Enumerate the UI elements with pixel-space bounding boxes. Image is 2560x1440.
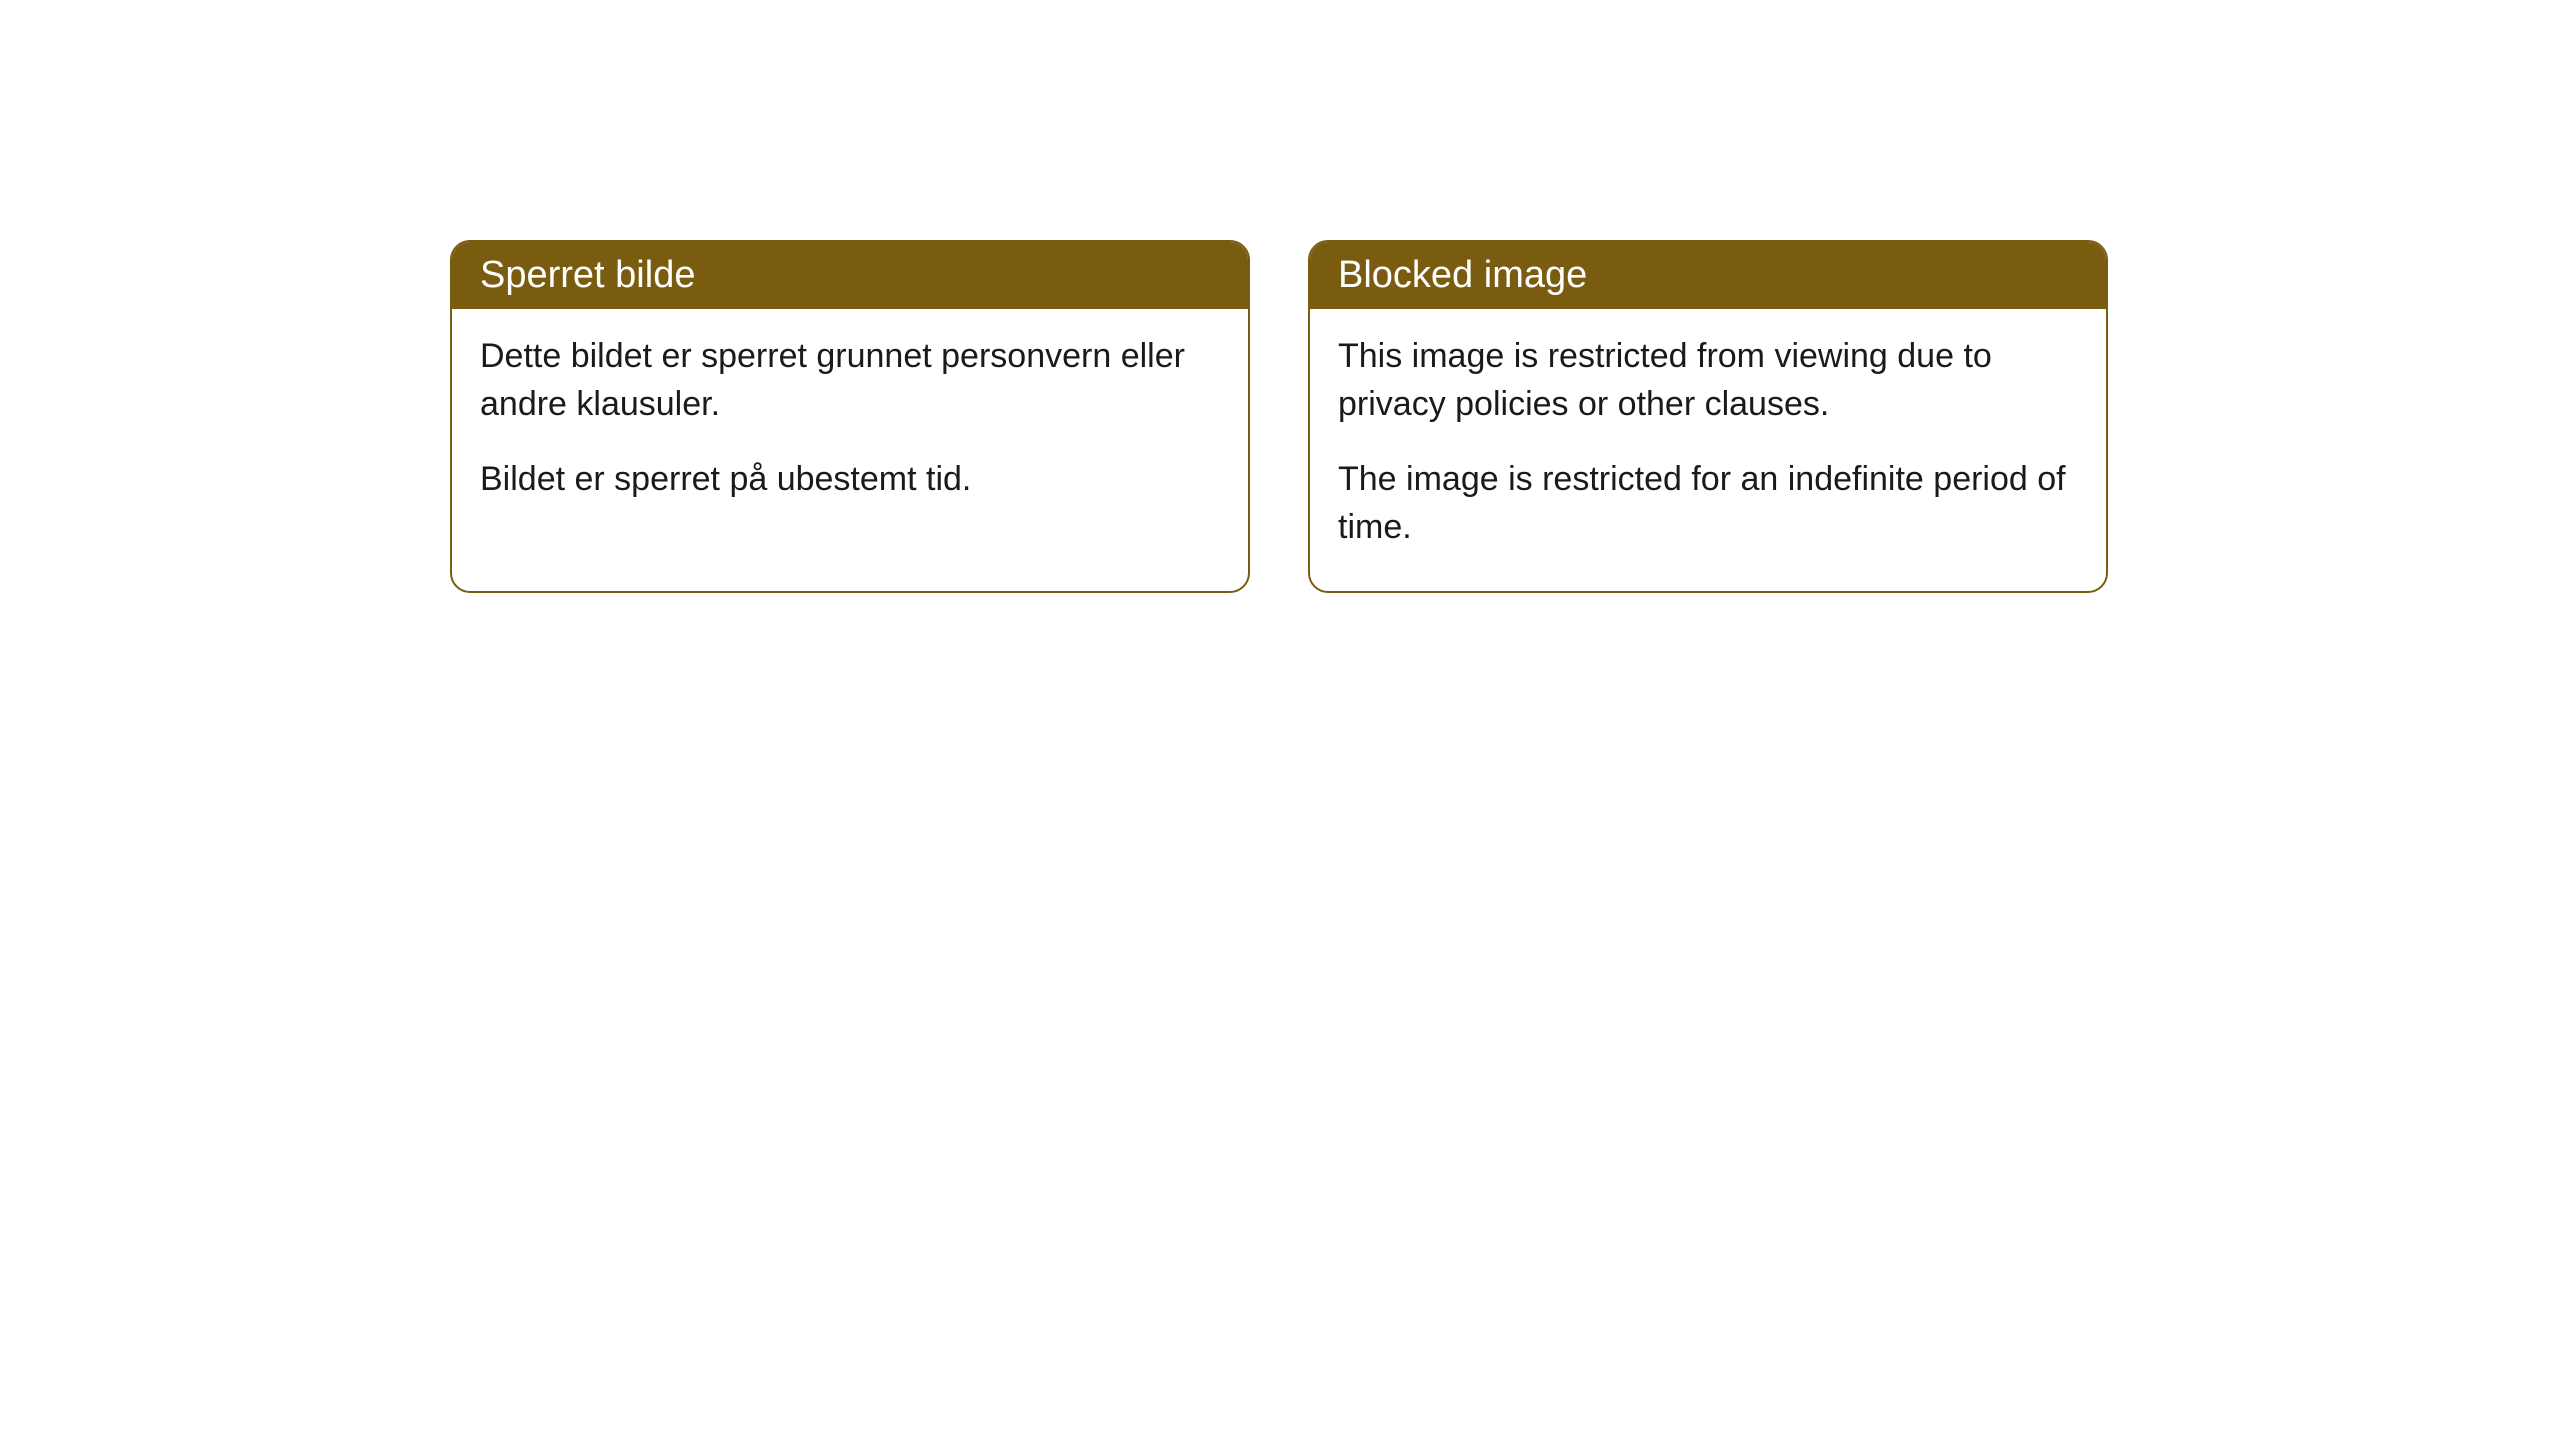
card-paragraph: This image is restricted from viewing du… [1338,333,2078,428]
blocked-image-card-no: Sperret bilde Dette bildet er sperret gr… [450,240,1250,593]
blocked-image-card-en: Blocked image This image is restricted f… [1308,240,2108,593]
card-paragraph: The image is restricted for an indefinit… [1338,456,2078,551]
cards-container: Sperret bilde Dette bildet er sperret gr… [450,240,2108,593]
card-paragraph: Dette bildet er sperret grunnet personve… [480,333,1220,428]
card-body: This image is restricted from viewing du… [1310,309,2106,591]
card-header: Blocked image [1310,242,2106,309]
card-title: Sperret bilde [480,254,695,296]
card-title: Blocked image [1338,254,1587,296]
card-body: Dette bildet er sperret grunnet personve… [452,309,1248,544]
card-header: Sperret bilde [452,242,1248,309]
card-paragraph: Bildet er sperret på ubestemt tid. [480,456,1220,504]
